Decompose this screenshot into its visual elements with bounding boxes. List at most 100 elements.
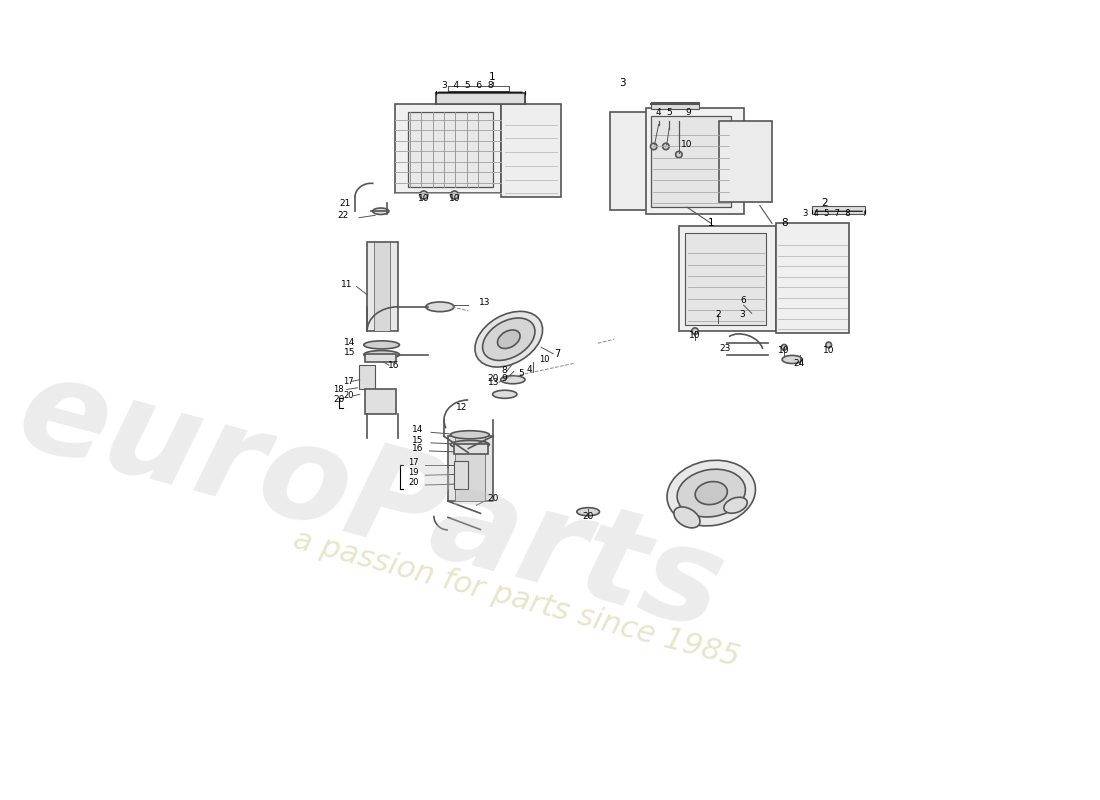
Ellipse shape bbox=[493, 390, 517, 398]
Bar bbox=[395, 104, 500, 194]
Ellipse shape bbox=[373, 208, 389, 214]
Text: 5: 5 bbox=[518, 370, 524, 378]
Text: 17: 17 bbox=[408, 458, 418, 466]
Text: a passion for parts since 1985: a passion for parts since 1985 bbox=[290, 525, 744, 672]
Ellipse shape bbox=[500, 376, 525, 384]
Text: 7: 7 bbox=[554, 349, 561, 359]
Text: 6: 6 bbox=[740, 296, 747, 305]
Text: 3  4  5  6  8: 3 4 5 6 8 bbox=[442, 81, 494, 90]
Ellipse shape bbox=[426, 302, 454, 312]
Ellipse shape bbox=[678, 469, 746, 517]
Text: 15: 15 bbox=[343, 347, 355, 357]
Text: 20: 20 bbox=[333, 394, 344, 403]
Text: 3  4  5  7  8: 3 4 5 7 8 bbox=[803, 209, 851, 218]
Text: 1: 1 bbox=[490, 72, 496, 82]
Circle shape bbox=[650, 143, 657, 150]
Ellipse shape bbox=[667, 460, 756, 526]
Text: 20: 20 bbox=[583, 512, 594, 521]
Bar bbox=[374, 242, 389, 331]
Text: 14: 14 bbox=[412, 426, 424, 434]
Bar bbox=[685, 233, 767, 325]
Bar bbox=[454, 436, 485, 501]
Text: 20: 20 bbox=[487, 494, 498, 503]
Text: 8: 8 bbox=[781, 218, 788, 228]
Bar bbox=[650, 102, 700, 109]
Text: 20: 20 bbox=[343, 390, 354, 399]
Circle shape bbox=[692, 328, 698, 334]
Circle shape bbox=[781, 345, 786, 350]
Text: 10: 10 bbox=[779, 346, 790, 355]
Text: 4: 4 bbox=[656, 108, 661, 117]
Ellipse shape bbox=[364, 341, 399, 349]
Ellipse shape bbox=[576, 508, 600, 516]
Text: 13: 13 bbox=[478, 298, 491, 307]
Bar bbox=[407, 112, 493, 187]
Text: 10: 10 bbox=[418, 194, 429, 202]
Text: 12: 12 bbox=[456, 403, 468, 413]
Ellipse shape bbox=[364, 350, 399, 358]
Text: 2: 2 bbox=[822, 198, 828, 207]
Text: 23: 23 bbox=[719, 344, 730, 354]
Bar bbox=[453, 445, 487, 454]
Text: 18: 18 bbox=[333, 385, 344, 394]
Text: 1: 1 bbox=[708, 218, 715, 228]
Bar bbox=[359, 365, 375, 390]
Bar bbox=[500, 104, 561, 198]
Bar bbox=[813, 206, 865, 214]
Ellipse shape bbox=[724, 498, 747, 514]
Text: 3: 3 bbox=[739, 310, 745, 318]
Bar bbox=[719, 121, 772, 202]
Bar bbox=[367, 242, 398, 331]
Text: 16: 16 bbox=[412, 444, 424, 453]
Text: 14: 14 bbox=[343, 338, 355, 347]
Ellipse shape bbox=[782, 355, 802, 363]
Circle shape bbox=[675, 151, 682, 158]
Text: 5: 5 bbox=[667, 108, 672, 117]
Text: 20: 20 bbox=[408, 478, 418, 487]
Bar bbox=[610, 113, 679, 210]
Ellipse shape bbox=[695, 482, 727, 505]
Ellipse shape bbox=[483, 318, 535, 361]
Circle shape bbox=[662, 143, 669, 150]
Ellipse shape bbox=[451, 430, 490, 439]
Bar bbox=[776, 223, 849, 333]
Text: 10: 10 bbox=[539, 355, 550, 364]
Text: 22: 22 bbox=[337, 210, 349, 220]
Text: 21: 21 bbox=[340, 198, 351, 207]
Ellipse shape bbox=[475, 311, 542, 367]
Circle shape bbox=[451, 191, 459, 199]
Bar bbox=[365, 354, 396, 362]
Bar bbox=[650, 116, 732, 207]
Ellipse shape bbox=[497, 330, 520, 349]
Circle shape bbox=[826, 342, 832, 348]
Text: 19: 19 bbox=[408, 468, 418, 478]
Ellipse shape bbox=[451, 441, 490, 449]
Bar bbox=[365, 390, 396, 414]
Text: 2: 2 bbox=[715, 310, 720, 318]
Text: 9: 9 bbox=[502, 374, 507, 383]
Bar bbox=[436, 93, 525, 104]
Text: 11: 11 bbox=[341, 279, 352, 289]
Text: 20: 20 bbox=[487, 374, 498, 383]
Text: 16: 16 bbox=[388, 361, 399, 370]
Bar bbox=[679, 226, 776, 331]
Text: 9: 9 bbox=[685, 108, 692, 117]
Text: 24: 24 bbox=[793, 359, 804, 368]
Text: 17: 17 bbox=[343, 377, 354, 386]
Circle shape bbox=[420, 191, 428, 199]
Text: euroParts: euroParts bbox=[6, 346, 737, 656]
Bar bbox=[448, 86, 509, 90]
Bar bbox=[453, 461, 469, 489]
Text: 15: 15 bbox=[412, 436, 424, 445]
Text: 10: 10 bbox=[823, 346, 835, 355]
Text: 10: 10 bbox=[681, 140, 692, 150]
Bar bbox=[448, 436, 493, 501]
Ellipse shape bbox=[674, 507, 700, 528]
Text: 8: 8 bbox=[502, 366, 507, 375]
Text: 4: 4 bbox=[526, 365, 531, 374]
Text: 10: 10 bbox=[690, 330, 701, 339]
Text: 3: 3 bbox=[619, 78, 626, 88]
Text: 13: 13 bbox=[488, 378, 499, 387]
Bar bbox=[647, 108, 744, 214]
Text: 10: 10 bbox=[449, 194, 460, 202]
